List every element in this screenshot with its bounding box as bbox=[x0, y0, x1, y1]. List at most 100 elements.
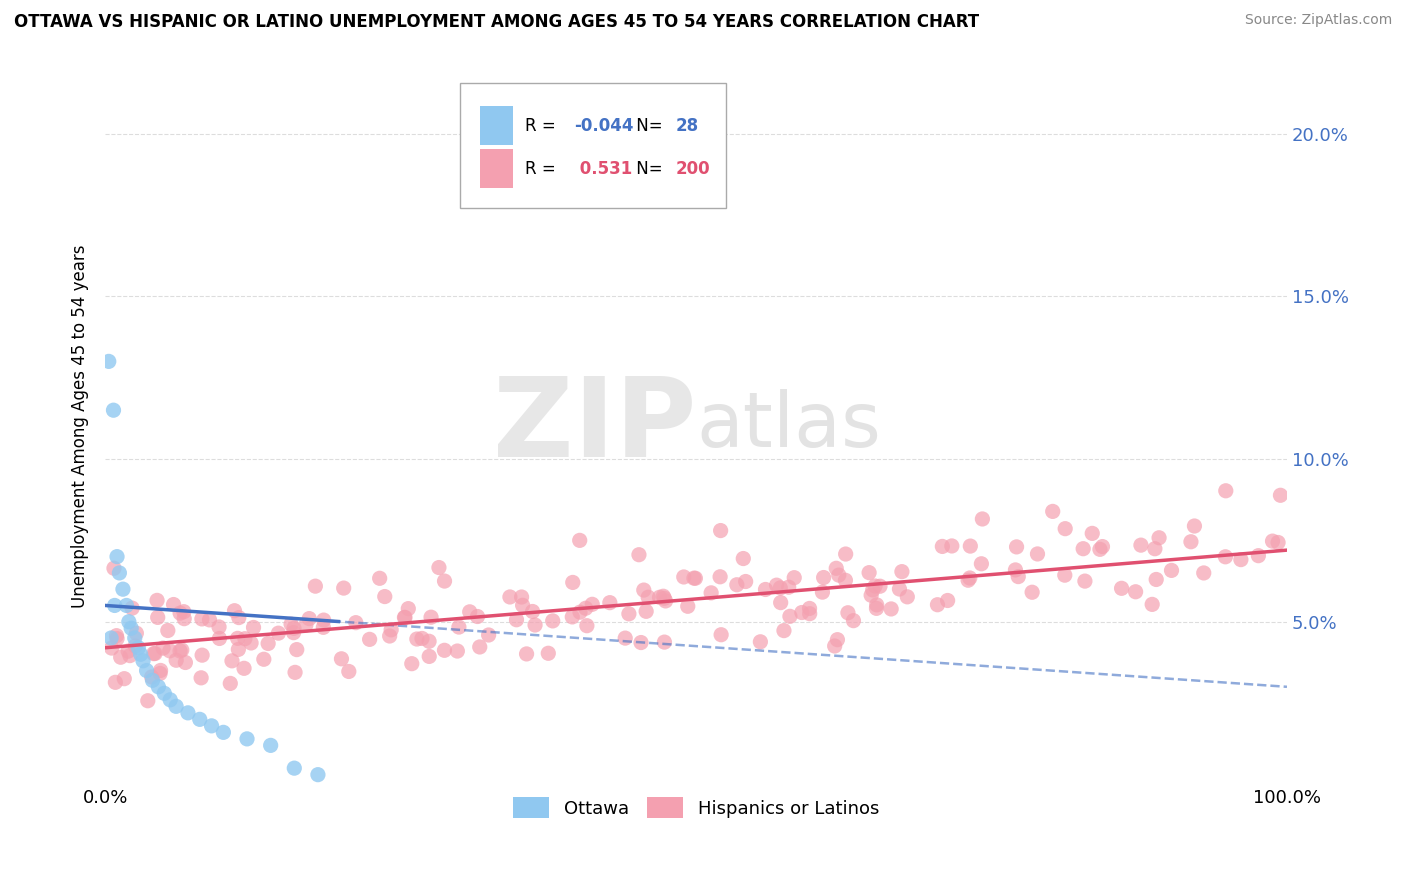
Point bbox=[191, 648, 214, 662]
Point bbox=[959, 539, 981, 553]
Point bbox=[769, 596, 792, 610]
Text: 200: 200 bbox=[676, 160, 710, 178]
Text: R =: R = bbox=[524, 117, 561, 135]
Point bbox=[1081, 526, 1104, 541]
Point bbox=[866, 598, 889, 612]
Point bbox=[118, 615, 141, 629]
Point bbox=[627, 548, 650, 562]
Point bbox=[683, 571, 706, 585]
Point bbox=[827, 632, 849, 647]
Point bbox=[522, 605, 544, 619]
Point bbox=[162, 598, 184, 612]
Point bbox=[233, 632, 256, 646]
Point bbox=[135, 664, 157, 678]
Point bbox=[505, 613, 527, 627]
Point bbox=[191, 612, 214, 626]
Point bbox=[312, 620, 335, 634]
Point bbox=[208, 620, 231, 634]
Point bbox=[860, 588, 883, 602]
Point bbox=[159, 644, 181, 658]
Point bbox=[208, 632, 231, 646]
Point bbox=[863, 579, 886, 593]
Point bbox=[710, 628, 733, 642]
Point bbox=[1125, 584, 1147, 599]
Point bbox=[105, 629, 128, 643]
Point bbox=[418, 649, 440, 664]
Point bbox=[510, 590, 533, 604]
Point bbox=[896, 590, 918, 604]
Point bbox=[110, 650, 132, 665]
Point bbox=[159, 693, 181, 707]
Point bbox=[100, 641, 122, 656]
Point bbox=[936, 593, 959, 607]
Point bbox=[636, 604, 658, 618]
Y-axis label: Unemployment Among Ages 45 to 54 years: Unemployment Among Ages 45 to 54 years bbox=[72, 244, 89, 608]
Point bbox=[405, 632, 427, 646]
Point bbox=[1215, 549, 1237, 564]
Point bbox=[568, 533, 591, 548]
Point bbox=[890, 565, 912, 579]
Point bbox=[957, 573, 980, 587]
Text: -0.044: -0.044 bbox=[575, 117, 634, 135]
Point bbox=[298, 612, 321, 626]
Point bbox=[267, 626, 290, 640]
Point bbox=[676, 599, 699, 614]
Point bbox=[468, 640, 491, 654]
Point bbox=[198, 613, 221, 627]
Point bbox=[242, 620, 264, 634]
Point bbox=[1140, 598, 1163, 612]
Point bbox=[1230, 552, 1253, 566]
Point bbox=[219, 676, 242, 690]
Point bbox=[733, 551, 755, 566]
Point bbox=[790, 606, 813, 620]
Point bbox=[174, 656, 197, 670]
Point bbox=[1270, 488, 1292, 502]
Bar bbox=[479, 106, 513, 145]
Point bbox=[257, 636, 280, 650]
Point bbox=[112, 672, 135, 686]
Point bbox=[1004, 563, 1026, 577]
Point bbox=[1215, 483, 1237, 498]
Point bbox=[1147, 531, 1170, 545]
Point bbox=[118, 648, 141, 663]
Point bbox=[1111, 582, 1133, 596]
Point bbox=[779, 609, 801, 624]
Point bbox=[880, 602, 903, 616]
FancyBboxPatch shape bbox=[460, 83, 725, 208]
Point bbox=[561, 575, 583, 590]
Point bbox=[411, 632, 433, 646]
Point bbox=[284, 665, 307, 680]
Point bbox=[769, 581, 792, 595]
Text: 0.531: 0.531 bbox=[575, 160, 633, 178]
Point bbox=[378, 629, 401, 643]
Point bbox=[188, 712, 211, 726]
Point bbox=[1261, 534, 1284, 549]
Point bbox=[1021, 585, 1043, 599]
Point bbox=[561, 610, 583, 624]
Text: atlas: atlas bbox=[696, 390, 882, 464]
Text: N=: N= bbox=[631, 160, 662, 178]
Point bbox=[648, 591, 671, 605]
Text: N=: N= bbox=[631, 117, 668, 135]
Point bbox=[811, 585, 834, 599]
Point bbox=[143, 647, 166, 661]
Point bbox=[165, 699, 187, 714]
Point bbox=[541, 614, 564, 628]
Point bbox=[1053, 568, 1076, 582]
Point bbox=[136, 694, 159, 708]
Point bbox=[221, 654, 243, 668]
Point bbox=[1192, 566, 1215, 580]
Point bbox=[778, 580, 800, 594]
Point bbox=[165, 653, 187, 667]
Point bbox=[418, 634, 440, 648]
Point bbox=[637, 591, 659, 605]
Point bbox=[433, 574, 456, 588]
Point bbox=[285, 642, 308, 657]
Point bbox=[1026, 547, 1049, 561]
Point bbox=[228, 610, 250, 624]
Point bbox=[307, 767, 329, 781]
Point bbox=[240, 636, 263, 650]
Point bbox=[1042, 504, 1064, 518]
Point bbox=[228, 642, 250, 657]
Point bbox=[700, 586, 723, 600]
